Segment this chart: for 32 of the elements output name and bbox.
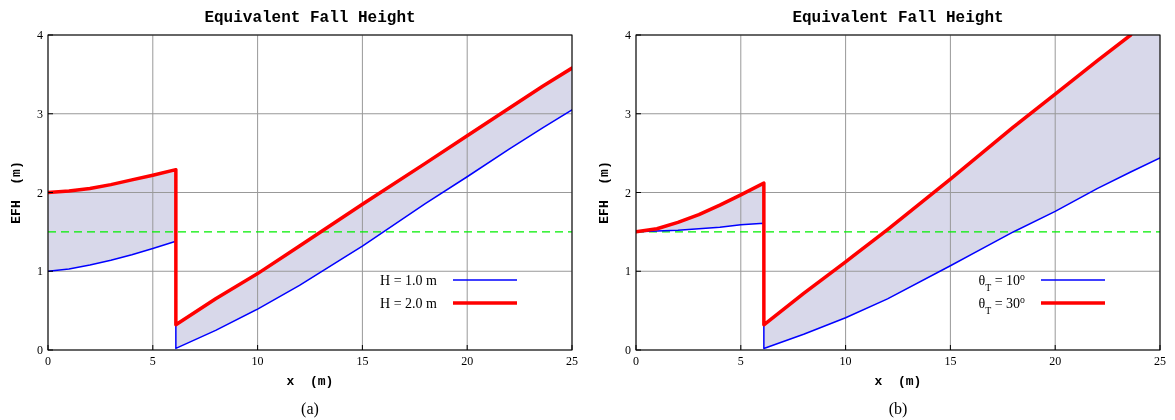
y-tick-label: 4	[37, 28, 43, 42]
x-axis-title: x (m)	[874, 374, 922, 389]
x-tick-label: 25	[566, 354, 578, 368]
y-tick-label: 1	[37, 264, 43, 279]
legend-label: θ$_{T}$ = 30$^{o}$	[978, 293, 1026, 316]
legend-label: θ$_{T}$ = 10$^{o}$	[978, 270, 1026, 293]
x-tick-label: 15	[944, 354, 957, 368]
x-tick-label: 5	[737, 354, 744, 368]
x-tick-label: 20	[461, 354, 474, 368]
y-tick-label: 3	[37, 106, 43, 121]
legend-label: H = 1.0 m	[380, 273, 438, 288]
text: (a)	[301, 400, 319, 418]
y-tick-label: 0	[37, 343, 43, 357]
x-tick-label: 10	[839, 354, 852, 368]
y-axis-title: EFH (m)	[597, 161, 612, 224]
y-axis-title: EFH (m)	[9, 161, 24, 224]
x-tick-label: 20	[1049, 354, 1062, 368]
x-tick-label: 5	[149, 354, 156, 368]
chart-title: Equivalent Fall Height	[792, 9, 1004, 27]
x-tick-label: 10	[251, 354, 264, 368]
y-tick-label: 3	[625, 106, 631, 121]
y-tick-label: 1	[625, 264, 631, 279]
legend-label: H = 2.0 m	[380, 296, 438, 311]
y-tick-label: 2	[625, 185, 631, 200]
x-tick-label: 15	[356, 354, 369, 368]
x-tick-label: 25	[1154, 354, 1166, 368]
y-tick-label: 4	[625, 28, 631, 42]
y-tick-label: 0	[625, 343, 631, 357]
text: (b)	[888, 400, 908, 418]
y-tick-label: 2	[37, 185, 43, 200]
x-axis-title: x (m)	[286, 374, 334, 389]
chart-title: Equivalent Fall Height	[204, 9, 416, 27]
